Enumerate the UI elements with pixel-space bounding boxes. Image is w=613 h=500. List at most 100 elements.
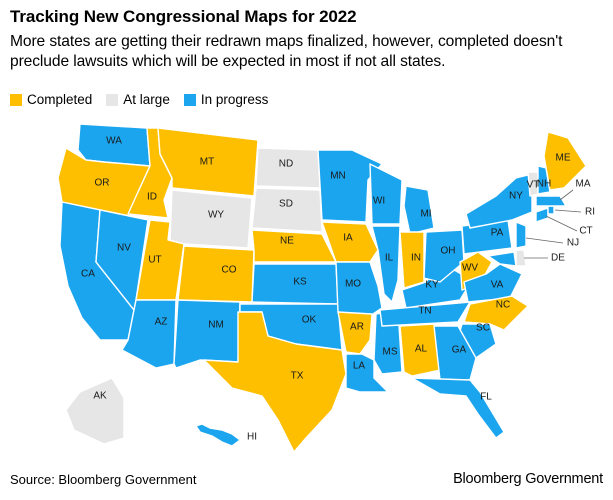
state-label-id: ID [147, 192, 157, 203]
state-label-mn: MN [330, 171, 346, 182]
state-label-ga: GA [452, 345, 467, 356]
state-nm [173, 299, 241, 369]
state-co [177, 245, 255, 303]
state-label-ar: AR [350, 322, 364, 333]
state-ct [535, 207, 549, 223]
state-label-nj: NJ [567, 238, 579, 249]
state-label-in: IN [411, 253, 421, 264]
state-nc [463, 295, 529, 331]
state-label-ma: MA [576, 179, 591, 190]
state-label-mo: MO [345, 279, 361, 290]
state-label-sc: SC [476, 323, 490, 334]
state-mn [317, 149, 383, 223]
state-label-ne: NE [280, 236, 294, 247]
state-md [487, 251, 517, 267]
state-label-vt: VT [527, 180, 540, 191]
brand-logo: Bloomberg Government [453, 471, 603, 487]
state-label-fl: FL [480, 392, 492, 403]
state-label-ky: KY [425, 280, 439, 291]
state-wi [369, 163, 403, 225]
callout-line [554, 209, 582, 213]
state-label-wa: WA [106, 136, 122, 147]
state-ga [433, 325, 477, 381]
state-label-wi: WI [373, 196, 385, 207]
legend-item-completed: Completed [10, 92, 92, 107]
state-label-ak: AK [93, 391, 107, 402]
callout-line [525, 237, 564, 244]
legend: Completed At large In progress [10, 92, 282, 107]
state-label-ia: IA [343, 233, 353, 244]
legend-swatch-in-progress [183, 93, 196, 106]
state-mi [403, 185, 435, 235]
state-label-il: IL [385, 253, 394, 264]
state-ma [535, 195, 567, 207]
state-label-wy: WY [208, 210, 224, 221]
state-de [515, 249, 527, 267]
state-il [371, 225, 401, 303]
state-oh [423, 229, 465, 283]
state-label-az: AZ [155, 317, 168, 328]
state-al [399, 323, 441, 377]
state-label-ms: MS [383, 347, 398, 358]
state-ne [251, 229, 337, 263]
state-label-tx: TX [291, 371, 304, 382]
state-nh [537, 165, 551, 195]
state-nj [515, 221, 527, 249]
state-wy [169, 189, 253, 249]
state-label-ct: CT [579, 226, 592, 237]
state-ia [321, 221, 379, 263]
state-fl [411, 377, 505, 439]
state-label-va: VA [491, 280, 504, 291]
legend-label-at-large: At large [123, 92, 170, 107]
state-tx [203, 311, 347, 453]
state-label-oh: OH [441, 246, 456, 257]
state-label-sd: SD [279, 199, 293, 210]
state-label-co: CO [222, 265, 237, 276]
state-label-nm: NM [208, 320, 224, 331]
state-label-ok: OK [302, 315, 317, 326]
legend-item-in-progress: In progress [183, 92, 269, 107]
state-label-mt: MT [200, 157, 214, 168]
chart-subtitle: More states are getting their redrawn ma… [10, 33, 563, 70]
state-label-tn: TN [418, 306, 431, 317]
state-hi [195, 423, 241, 447]
legend-label-completed: Completed [27, 92, 93, 107]
state-label-al: AL [415, 344, 428, 355]
chart-title: Tracking New Congressional Maps for 2022 [10, 7, 357, 26]
state-label-ut: UT [148, 255, 161, 266]
callout-line [545, 215, 578, 232]
state-label-ca: CA [81, 269, 95, 280]
state-ar [337, 311, 373, 355]
state-label-ks: KS [293, 277, 307, 288]
state-label-nh: NH [537, 179, 551, 190]
state-label-la: LA [353, 361, 366, 372]
state-label-nc: NC [496, 300, 510, 311]
legend-label-in-progress: In progress [200, 92, 269, 107]
state-ak [65, 377, 125, 445]
state-label-wv: WV [462, 263, 478, 274]
state-shapes [57, 123, 587, 453]
state-la [345, 353, 389, 393]
callout-lines [524, 189, 582, 259]
state-sd [251, 187, 323, 233]
state-tn [379, 301, 471, 327]
source-note: Source: Bloomberg Government [10, 472, 197, 487]
callout-line [559, 189, 574, 201]
state-label-pa: PA [491, 228, 504, 239]
state-label-de: DE [551, 253, 565, 264]
state-label-or: OR [95, 178, 110, 189]
state-label-nv: NV [117, 243, 131, 254]
state-label-ri: RI [585, 207, 595, 218]
state-label-nd: ND [279, 159, 293, 170]
state-az [121, 299, 177, 369]
state-ri [547, 205, 555, 215]
state-label-hi: HI [247, 432, 257, 443]
state-label-me: ME [556, 153, 571, 164]
state-mt [157, 127, 259, 197]
state-label-mi: MI [420, 209, 431, 220]
state-me [543, 131, 587, 191]
legend-item-at-large: At large [106, 92, 170, 107]
state-label-ny: NY [509, 191, 523, 202]
legend-swatch-at-large [106, 93, 119, 106]
